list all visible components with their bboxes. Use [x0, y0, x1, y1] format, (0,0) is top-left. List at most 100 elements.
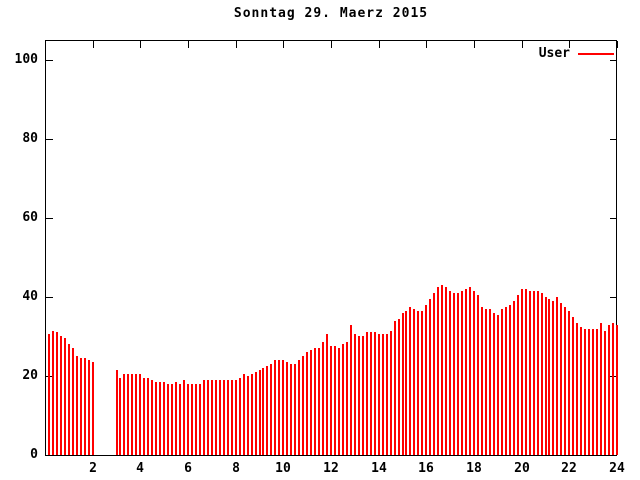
data-bar	[346, 342, 348, 455]
x-tick-label: 14	[371, 461, 387, 476]
data-bar	[445, 287, 447, 455]
x-tick-label: 4	[136, 461, 144, 476]
data-bar	[402, 313, 404, 455]
data-bar	[159, 382, 161, 455]
y-tick-label: 40	[22, 289, 38, 304]
y-tick-mirror	[610, 139, 617, 140]
data-bar	[441, 285, 443, 455]
data-bar	[215, 380, 217, 455]
data-bar	[219, 380, 221, 455]
data-bar	[366, 332, 368, 455]
data-bar	[60, 336, 62, 455]
x-tick-mirror	[522, 41, 523, 48]
data-bar	[127, 374, 129, 455]
data-bar	[334, 346, 336, 455]
y-tick-label: 80	[22, 131, 38, 146]
data-bar	[433, 293, 435, 455]
data-bar	[354, 334, 356, 455]
data-bar	[255, 372, 257, 455]
data-bar	[76, 356, 78, 455]
data-bar	[342, 344, 344, 455]
data-bar	[533, 291, 535, 455]
data-bar	[282, 360, 284, 455]
data-bar	[235, 380, 237, 455]
data-bar	[199, 384, 201, 455]
data-bar	[429, 299, 431, 455]
y-tick	[46, 139, 53, 140]
data-bar	[183, 380, 185, 455]
x-tick-mirror	[140, 41, 141, 48]
x-tick-mirror	[569, 41, 570, 48]
data-bar	[294, 364, 296, 455]
y-tick	[46, 218, 53, 219]
x-tick-mirror	[236, 41, 237, 48]
data-bar	[576, 323, 578, 455]
x-tick-mirror	[379, 41, 380, 48]
data-bar	[187, 384, 189, 455]
data-bar	[453, 293, 455, 455]
data-bar	[175, 382, 177, 455]
data-bar	[469, 287, 471, 455]
y-tick-mirror	[610, 297, 617, 298]
x-tick-mirror	[474, 41, 475, 48]
x-tick-mirror	[188, 41, 189, 48]
x-tick-mirror	[617, 41, 618, 48]
data-bar	[572, 317, 574, 455]
data-bar	[588, 329, 590, 455]
data-bar	[266, 366, 268, 455]
data-bar	[350, 325, 352, 455]
data-bar	[143, 378, 145, 455]
data-bar	[286, 362, 288, 455]
x-tick-label: 6	[184, 461, 192, 476]
data-bar	[461, 291, 463, 455]
data-bar	[362, 336, 364, 455]
x-tick-label: 22	[561, 461, 577, 476]
data-bar	[465, 289, 467, 455]
data-bar	[167, 384, 169, 455]
data-bar	[56, 332, 58, 455]
data-bar	[390, 331, 392, 455]
data-bar	[84, 358, 86, 455]
data-bar	[68, 344, 70, 455]
x-tick-label: 8	[232, 461, 240, 476]
data-bar	[135, 374, 137, 455]
data-bar	[604, 331, 606, 455]
data-bar	[318, 348, 320, 455]
y-tick-mirror	[610, 60, 617, 61]
data-bar	[116, 370, 118, 455]
y-tick-label: 60	[22, 210, 38, 225]
data-bar	[290, 364, 292, 455]
data-bar	[409, 307, 411, 455]
data-bar	[227, 380, 229, 455]
data-bar	[88, 360, 90, 455]
y-tick	[46, 60, 53, 61]
data-bar	[92, 362, 94, 455]
data-bar	[505, 307, 507, 455]
data-bar	[413, 309, 415, 455]
data-bar	[449, 291, 451, 455]
data-bar	[306, 352, 308, 455]
data-bar	[72, 348, 74, 455]
y-tick-label: 100	[14, 52, 38, 67]
data-bar	[123, 374, 125, 455]
data-bar	[259, 370, 261, 455]
data-bar	[521, 289, 523, 455]
data-bar	[616, 325, 618, 455]
data-bar	[330, 346, 332, 455]
data-bar	[596, 329, 598, 455]
data-bar	[151, 380, 153, 455]
x-tick-label: 2	[89, 461, 97, 476]
data-bar	[243, 374, 245, 455]
data-bar	[338, 348, 340, 455]
data-bar	[48, 334, 50, 455]
data-bar	[298, 360, 300, 455]
data-bar	[191, 384, 193, 455]
data-bar	[592, 329, 594, 455]
data-bar	[398, 319, 400, 455]
data-bar	[262, 368, 264, 455]
x-tick-mirror	[93, 41, 94, 48]
data-bar	[584, 329, 586, 455]
data-bar	[580, 327, 582, 455]
x-tick-mirror	[331, 41, 332, 48]
